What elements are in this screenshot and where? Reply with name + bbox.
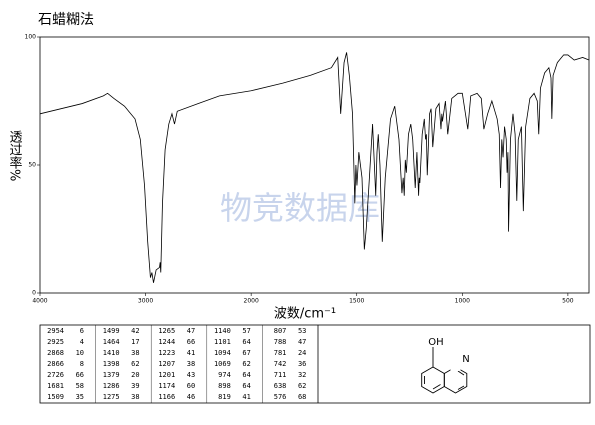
table-cell: 1069 xyxy=(214,360,231,368)
table-cell: 898 xyxy=(218,382,231,390)
label-bg xyxy=(450,361,461,371)
table-cell: 1681 xyxy=(47,382,64,390)
table-cell: 1265 xyxy=(158,327,175,335)
table-cell: 68 xyxy=(298,393,306,401)
table-cell: 638 xyxy=(274,382,287,390)
table-cell: 62 xyxy=(131,360,139,368)
x-tick-label: 1000 xyxy=(455,298,470,305)
table-cell: 53 xyxy=(298,327,306,335)
table-cell: 38 xyxy=(131,349,139,357)
y-tick-label: 50 xyxy=(28,162,36,169)
atom-label: N xyxy=(462,354,469,365)
table-cell: 1223 xyxy=(158,349,175,357)
y-axis-label: 透过率% xyxy=(7,130,23,181)
table-cell: 6 xyxy=(80,327,84,335)
chart-title: 石蜡糊法 xyxy=(38,12,94,28)
table-cell: 62 xyxy=(242,360,250,368)
table-cell: 64 xyxy=(242,382,250,390)
table-cell: 1101 xyxy=(214,338,231,346)
table-cell: 41 xyxy=(242,393,250,401)
table-cell: 64 xyxy=(242,371,250,379)
table-cell: 1286 xyxy=(103,382,120,390)
atom-label: OH xyxy=(428,337,443,348)
x-tick-label: 2000 xyxy=(244,298,259,305)
table-cell: 38 xyxy=(187,360,195,368)
table-cell: 66 xyxy=(187,338,195,346)
table-cell: 32 xyxy=(298,371,306,379)
watermark: 物竞数据库 xyxy=(220,189,380,227)
x-axis-label: 波数/cm⁻¹ xyxy=(274,307,336,322)
table-cell: 2866 xyxy=(47,360,64,368)
table-frame xyxy=(39,324,591,404)
x-tick-label: 500 xyxy=(562,298,574,305)
table-cell: 742 xyxy=(274,360,287,368)
table-cell: 788 xyxy=(274,338,287,346)
table-cell: 36 xyxy=(298,360,306,368)
table-cell: 41 xyxy=(187,349,195,357)
table-cell: 17 xyxy=(131,338,139,346)
x-tick-label: 3000 xyxy=(138,298,153,305)
x-tick-label: 1500 xyxy=(349,298,364,305)
table-cell: 20 xyxy=(131,371,139,379)
table-cell: 1379 xyxy=(103,371,120,379)
table-cell: 781 xyxy=(274,349,287,357)
table-cell: 62 xyxy=(298,382,306,390)
structure xyxy=(421,347,468,394)
table-cell: 46 xyxy=(187,393,195,401)
table-cell: 1094 xyxy=(214,349,231,357)
table-cell: 1398 xyxy=(103,360,120,368)
table-cell: 42 xyxy=(131,327,139,335)
table-cell: 10 xyxy=(76,349,84,357)
table-cell: 2726 xyxy=(47,371,64,379)
table-cell: 1174 xyxy=(158,382,175,390)
table-cell: 47 xyxy=(187,327,195,335)
spectrum-line xyxy=(39,52,590,283)
table-cell: 1207 xyxy=(158,360,175,368)
table-cell: 8 xyxy=(80,360,84,368)
table-cell: 1509 xyxy=(47,393,64,401)
table-cell: 1464 xyxy=(103,338,120,346)
table-cell: 711 xyxy=(274,371,287,379)
table-cell: 807 xyxy=(274,327,287,335)
table-cell: 35 xyxy=(76,393,84,401)
table-cell: 67 xyxy=(242,349,250,357)
table-cell: 1166 xyxy=(158,393,175,401)
table-cell: 1140 xyxy=(214,327,231,335)
y-tick-label: 0 xyxy=(32,290,36,297)
table-cell: 2954 xyxy=(47,327,64,335)
table-cell: 57 xyxy=(242,327,250,335)
table-cell: 1275 xyxy=(103,393,120,401)
table-cell: 1499 xyxy=(103,327,120,335)
table-cell: 38 xyxy=(131,393,139,401)
table-cell: 2925 xyxy=(47,338,64,346)
table-cell: 819 xyxy=(218,393,231,401)
table-cell: 64 xyxy=(242,338,250,346)
table-cell: 39 xyxy=(131,382,139,390)
table-cell: 43 xyxy=(187,371,195,379)
table-cell: 576 xyxy=(274,393,287,401)
table-cell: 58 xyxy=(76,382,84,390)
table-cell: 4 xyxy=(80,338,84,346)
table-cell: 2868 xyxy=(47,349,64,357)
table-cell: 47 xyxy=(298,338,306,346)
x-tick-label: 4000 xyxy=(32,298,47,305)
y-tick-label: 100 xyxy=(25,34,37,41)
table-cell: 60 xyxy=(187,382,195,390)
table-cell: 974 xyxy=(218,371,231,379)
table-cell: 1201 xyxy=(158,371,175,379)
table-cell: 1410 xyxy=(103,349,120,357)
table-cell: 66 xyxy=(76,371,84,379)
table-cell: 1244 xyxy=(158,338,175,346)
table-cell: 24 xyxy=(298,349,306,357)
